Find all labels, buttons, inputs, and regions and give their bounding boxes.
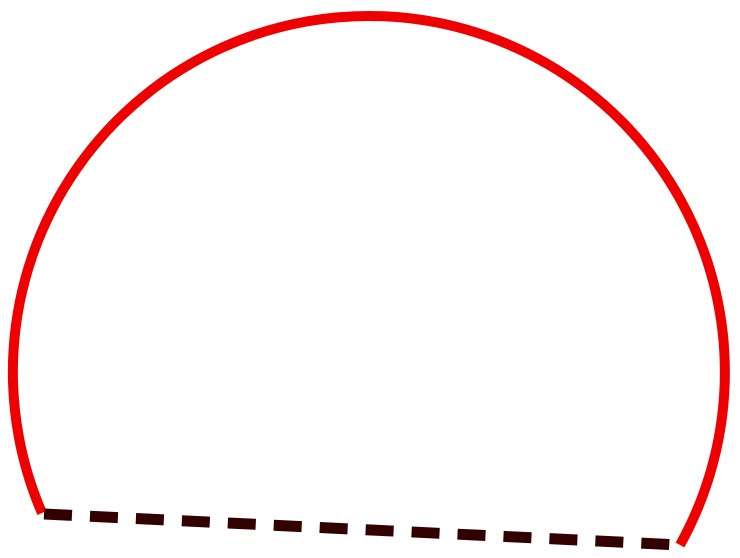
arc	[7, 10, 730, 548]
chord	[43, 508, 680, 551]
